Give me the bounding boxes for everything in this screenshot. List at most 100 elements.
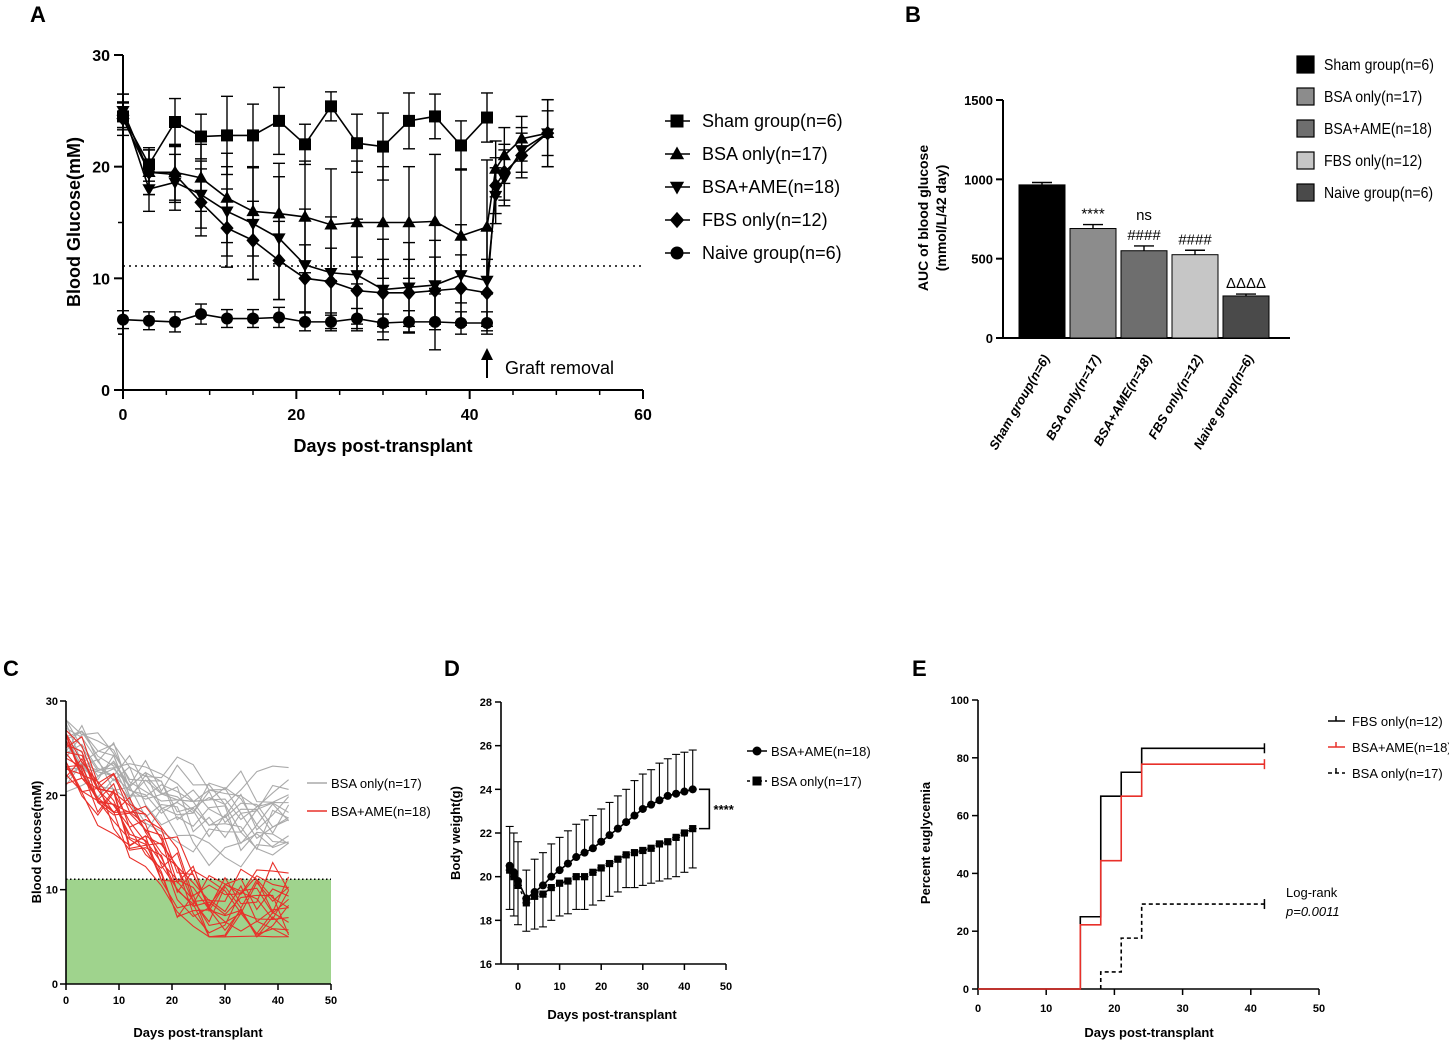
x-axis-title: Days post-transplant	[293, 436, 472, 456]
data-point	[506, 866, 514, 874]
x-axis-title: Days post-transplant	[1084, 1025, 1214, 1040]
x-tick-label: 0	[975, 1003, 981, 1015]
data-point	[555, 866, 564, 875]
bar	[1222, 295, 1270, 339]
data-point	[272, 252, 286, 268]
data-point	[376, 215, 390, 228]
legend-label: Sham group(n=6)	[702, 111, 843, 131]
individual-trace	[65, 742, 289, 808]
legend-label: FBS only(n=12)	[1324, 152, 1422, 170]
individual-trace	[65, 735, 289, 856]
y-tick-label: 0	[101, 383, 110, 400]
individual-trace	[65, 761, 289, 938]
data-point	[403, 114, 415, 127]
individual-trace	[65, 740, 289, 867]
data-point	[324, 274, 338, 290]
data-point	[429, 110, 441, 123]
data-point	[376, 285, 390, 301]
x-tick-label: 20	[595, 981, 607, 993]
legend-label: Naive group(n=6)	[1324, 184, 1433, 202]
data-point	[142, 164, 156, 180]
legend-label: BSA+AME(n=18)	[1352, 740, 1449, 755]
y-tick-label: 100	[951, 695, 969, 707]
x-tick-label: 30	[637, 981, 649, 993]
y-tick-label: 20	[957, 926, 969, 938]
data-point	[351, 312, 363, 325]
significance-label: ns	[1136, 207, 1152, 224]
data-point	[630, 811, 639, 820]
data-point	[510, 873, 518, 881]
x-tick-label: 10	[113, 995, 125, 1007]
data-point	[299, 138, 311, 151]
y-tick-label: 20	[46, 790, 58, 802]
y-tick-label: 60	[957, 811, 969, 823]
data-point	[497, 164, 511, 180]
legend-label: Naive group(n=6)	[702, 243, 842, 263]
graft-removal-label: Graft removal	[505, 358, 614, 378]
x-tick-label: 40	[272, 995, 284, 1007]
data-point	[556, 879, 564, 887]
panel-a-line-chart: 0 10 20 30 0 20 40 60 Days post-transplant Blood …	[64, 48, 843, 456]
data-point	[195, 130, 207, 143]
data-point	[273, 311, 285, 324]
legend-label: FBS only(n=12)	[1352, 714, 1443, 729]
panel-d-body-weight-chart: 16 18 20 22 24 26 28 0 10 20 30 40 50 Days post-trans…	[448, 697, 871, 1022]
data-point	[299, 315, 311, 328]
y-tick-label: 0	[963, 984, 969, 996]
legend-marker	[669, 146, 685, 160]
x-tick-label: 40	[678, 981, 690, 993]
data-point	[428, 214, 442, 227]
y-tick-label: 500	[971, 252, 993, 267]
individual-trace	[65, 719, 289, 851]
x-tick-label: 0	[515, 981, 521, 993]
significance-bracket	[698, 788, 711, 830]
data-point	[588, 844, 597, 853]
legend-label: BSA+AME(n=18)	[702, 177, 840, 197]
x-tick-label: 20	[1108, 1003, 1120, 1015]
data-point	[455, 139, 467, 152]
individual-trace	[65, 764, 289, 909]
y-tick-label: 10	[46, 885, 58, 897]
data-point	[143, 314, 155, 327]
y-tick-label: 1000	[964, 172, 993, 187]
data-point	[605, 831, 614, 840]
individual-trace	[65, 722, 289, 803]
y-tick-label: 1500	[964, 93, 993, 108]
data-point	[541, 125, 555, 141]
legend-marker	[669, 181, 685, 195]
data-point	[539, 890, 547, 898]
data-point	[680, 787, 689, 796]
data-point	[663, 791, 672, 800]
individual-trace	[65, 724, 289, 840]
x-axis-title: Days post-transplant	[547, 1007, 677, 1022]
y-tick-label: 30	[92, 48, 110, 65]
data-point	[522, 899, 530, 907]
data-point	[116, 111, 130, 127]
panel-b-bar-chart: 0 500 1000 1500 AUC of blood glucose (mmol/L/…	[915, 55, 1434, 452]
data-point	[538, 881, 547, 890]
data-point	[402, 215, 416, 228]
data-point	[531, 892, 539, 900]
y-axis-title: Blood Glucose(mM)	[29, 781, 44, 904]
graft-removal-arrow-head	[481, 348, 493, 360]
legend-marker	[669, 211, 685, 229]
y-axis-title-line1: AUC of blood glucose	[915, 145, 931, 291]
data-point	[489, 178, 503, 194]
x-axis-title: Days post-transplant	[133, 1025, 263, 1040]
data-point	[572, 853, 581, 862]
x-tick-label: 0	[63, 995, 69, 1007]
series-line	[122, 110, 549, 291]
data-point	[455, 317, 467, 329]
data-point	[480, 220, 494, 232]
data-point	[564, 877, 572, 885]
data-point	[377, 140, 389, 153]
data-point	[605, 859, 614, 868]
data-point	[325, 100, 337, 113]
data-point	[655, 796, 664, 805]
y-tick-label: 24	[480, 784, 493, 796]
y-tick-label: 28	[480, 697, 492, 709]
panel-e-survival-chart: 0 20 40 60 80 100 0 10 20 30 40 50 Days post-transpl…	[918, 695, 1449, 1040]
panel-label-d: D	[444, 656, 460, 681]
y-axis-title: Blood Glucose(mM)	[64, 137, 84, 307]
